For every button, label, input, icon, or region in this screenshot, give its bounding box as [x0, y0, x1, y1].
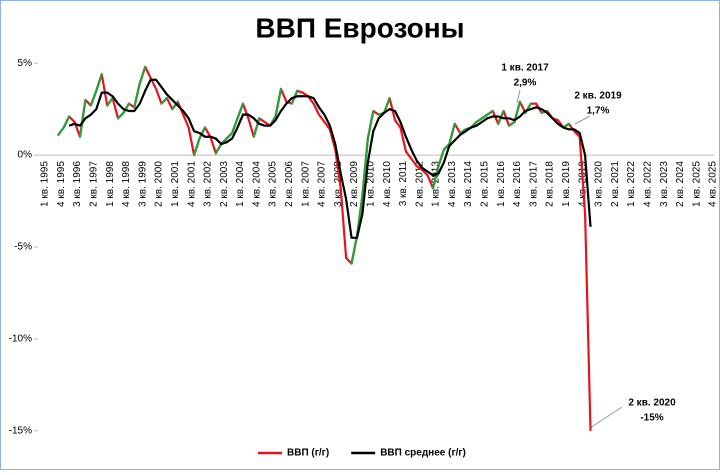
- x-tick-label: 4 кв. 2022: [642, 161, 653, 207]
- x-tick-label: 1 кв. 2013: [431, 161, 442, 207]
- rising-segment: [160, 97, 169, 105]
- chart-title: ВВП Еврозоны: [255, 12, 464, 43]
- x-tick-label: 2 кв. 2006: [284, 161, 295, 207]
- annotation: 2 кв. 2019: [574, 91, 622, 102]
- x-tick-label: 2 кв. 2000: [154, 161, 165, 207]
- rising-segment: [116, 111, 125, 120]
- x-tick-label: 1 кв. 2007: [300, 161, 311, 207]
- x-tick-label: 3 кв. 2008: [333, 161, 344, 207]
- rising-segment: [486, 109, 494, 116]
- y-tick-label: 5%: [18, 58, 33, 69]
- legend-label: ВВП (г/г): [287, 448, 329, 459]
- x-tick-label: 3 кв. 2011: [398, 161, 409, 207]
- x-tick-label: 3 кв. 2017: [528, 161, 539, 207]
- x-tick-label: 3 кв. 2002: [203, 161, 214, 207]
- rising-segment: [89, 89, 98, 107]
- x-tick-label: 2 кв. 2018: [545, 161, 556, 207]
- x-tick-label: 4 кв. 2010: [382, 161, 393, 207]
- x-tick-label: 1 кв. 2016: [496, 161, 507, 207]
- annotation: -15%: [640, 413, 663, 424]
- x-tick-label: 4 кв. 2007: [317, 161, 328, 207]
- y-tick-label: -10%: [9, 334, 32, 345]
- annotation: 1,7%: [587, 106, 610, 117]
- rising-segment: [122, 102, 130, 114]
- rising-segment: [437, 148, 445, 168]
- rising-segment: [366, 109, 375, 140]
- x-tick-label: 2 кв. 2003: [219, 161, 230, 207]
- rising-segment: [138, 65, 147, 85]
- rising-segment: [383, 97, 391, 114]
- leader-line: [516, 89, 521, 104]
- x-tick-label: 4 кв. 2016: [512, 161, 523, 207]
- x-tick-label: 2 кв. 1997: [89, 161, 100, 207]
- x-tick-label: 3 кв. 1996: [72, 161, 83, 207]
- x-tick-label: 2 кв. 2015: [480, 161, 491, 207]
- rising-segment: [431, 165, 440, 190]
- x-tick-label: 4 кв. 1998: [121, 161, 132, 207]
- rising-segment: [214, 142, 223, 155]
- x-tick-label: 1 кв. 2010: [365, 161, 376, 207]
- rising-segment: [78, 98, 87, 138]
- x-tick-label: 2 кв. 2021: [610, 161, 621, 207]
- x-tick-label: 4 кв. 1995: [56, 161, 67, 207]
- x-tick-label: 1 кв. 2019: [561, 161, 572, 207]
- rising-segment: [448, 122, 456, 146]
- x-tick-label: 2 кв. 2012: [414, 161, 425, 207]
- annotation: 2 кв. 2020: [628, 398, 676, 409]
- y-tick-label: 0%: [18, 150, 33, 161]
- series-line: [68, 78, 592, 239]
- rising-segment: [350, 234, 359, 265]
- x-tick-label: 1 кв. 1998: [105, 161, 116, 207]
- x-tick-label: 2 кв. 2009: [349, 161, 360, 207]
- rising-segment: [198, 126, 207, 140]
- y-tick-label: -5%: [14, 242, 32, 253]
- x-tick-label: 4 кв. 2025: [708, 161, 719, 207]
- rising-segment: [442, 142, 451, 151]
- x-tick-label: 1 кв. 2022: [626, 161, 637, 207]
- x-tick-label: 3 кв. 2020: [594, 161, 605, 207]
- rising-segment: [230, 117, 239, 135]
- rising-segment: [133, 82, 141, 109]
- x-tick-label: 1 кв. 2001: [170, 161, 181, 207]
- leader-line: [574, 115, 591, 125]
- rising-segment: [225, 131, 234, 140]
- rising-segment: [57, 126, 65, 136]
- rising-segment: [236, 102, 245, 120]
- x-tick-label: 1 кв. 1995: [40, 161, 51, 207]
- x-tick-label: 2 кв. 2024: [675, 161, 686, 207]
- x-tick-label: 1 кв. 2025: [691, 161, 702, 207]
- x-tick-label: 4 кв. 2013: [447, 161, 458, 207]
- x-tick-label: 3 кв. 1999: [137, 161, 148, 207]
- x-tick-label: 4 кв. 2004: [251, 161, 262, 207]
- rising-segment: [274, 87, 283, 118]
- rising-segment: [192, 137, 201, 157]
- x-tick-label: 4 кв. 2001: [186, 161, 197, 207]
- rising-segment: [361, 137, 369, 197]
- x-tick-label: 3 кв. 2014: [463, 161, 474, 207]
- annotation: 1 кв. 2017: [501, 63, 549, 74]
- rising-segment: [106, 97, 114, 107]
- legend-label: ВВП среднее (г/г): [380, 448, 466, 459]
- x-tick-label: 3 кв. 2023: [659, 161, 670, 207]
- annotation: 2,9%: [514, 78, 537, 89]
- rising-segment: [95, 73, 103, 92]
- x-tick-label: 1 кв. 2004: [235, 161, 246, 207]
- x-tick-label: 3 кв. 2005: [268, 161, 279, 207]
- y-tick-label: -15%: [9, 425, 32, 436]
- rising-segment: [62, 115, 71, 129]
- leader-line: [589, 406, 623, 429]
